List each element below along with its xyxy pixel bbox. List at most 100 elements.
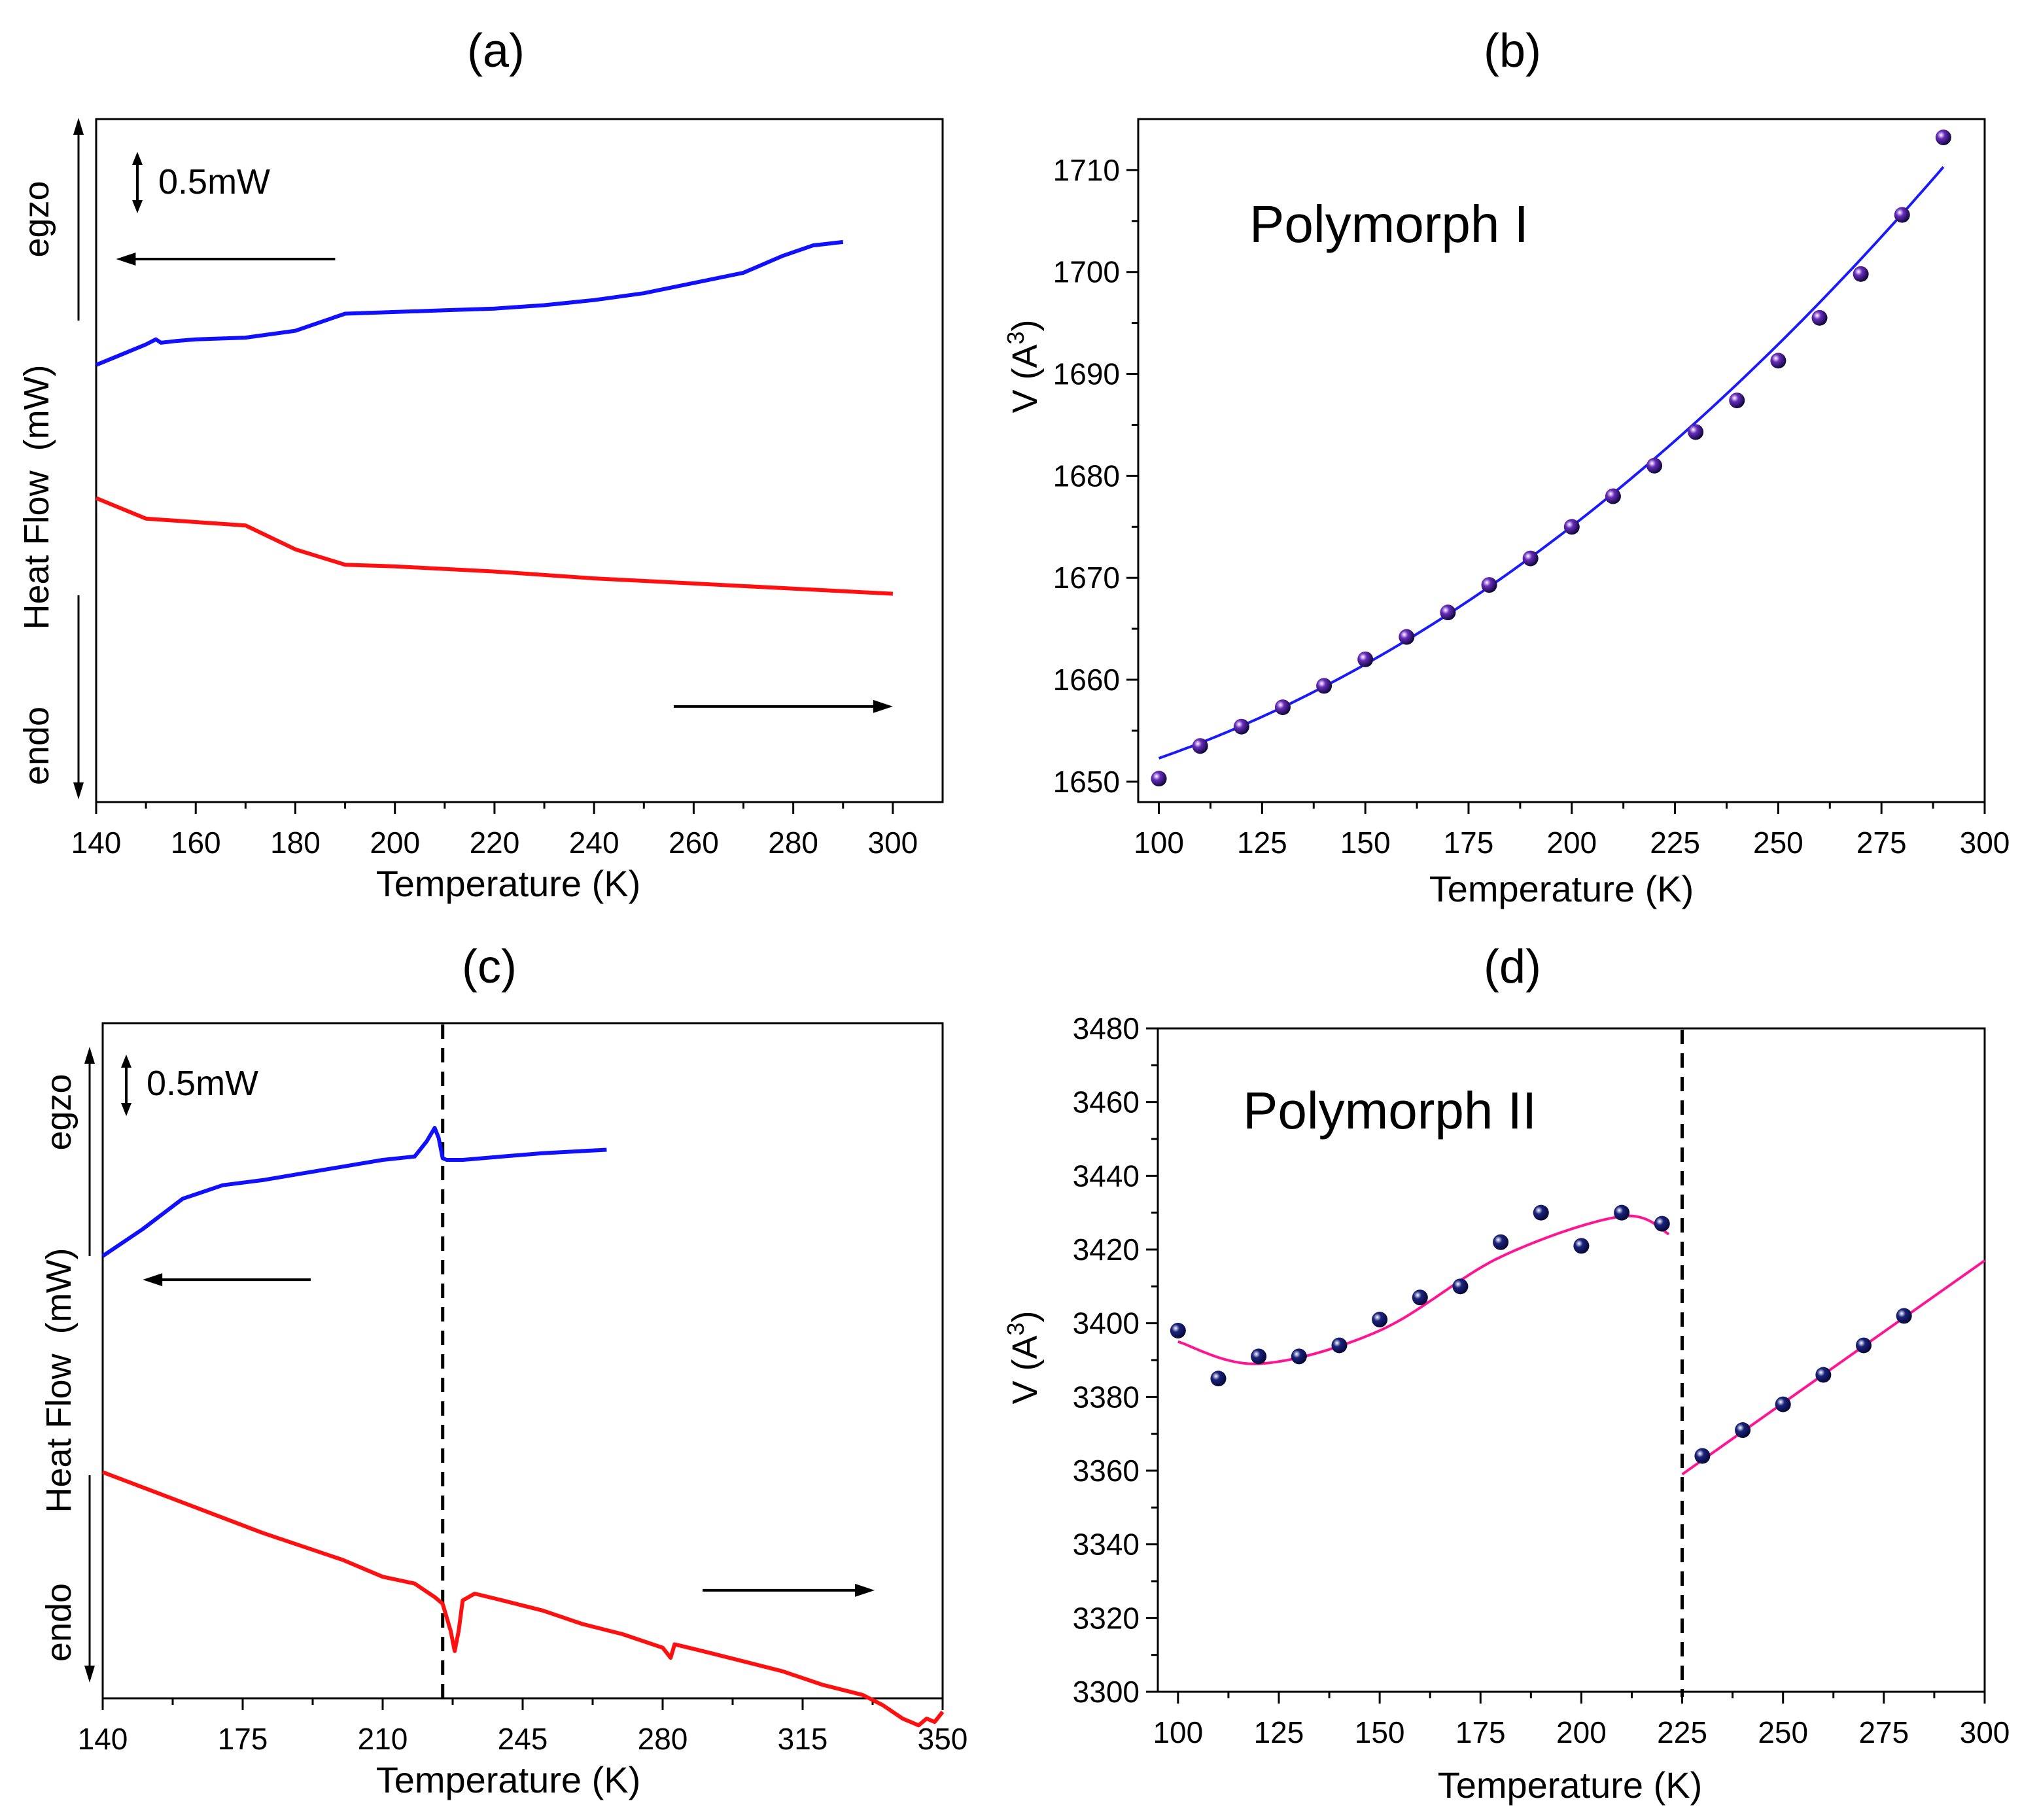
panel-d-ylabel-main: V (A: [1005, 1335, 1045, 1404]
x-tick-label: 250: [1753, 826, 1803, 860]
y-tick-label: 1690: [1053, 357, 1120, 391]
data-point: [1291, 1348, 1307, 1365]
panel-b-ylabel-main: V (A: [1005, 344, 1045, 413]
y-tick-label: 3360: [1073, 1454, 1140, 1488]
y-tick-label: 1650: [1053, 765, 1120, 799]
panel-d-ylabel: V (A3): [1002, 1310, 1045, 1404]
x-tick-label: 150: [1340, 826, 1391, 860]
y-tick-label: 3340: [1073, 1528, 1140, 1562]
panel-c-plot-frame: [101, 1022, 944, 1700]
y-tick-label: 1670: [1053, 561, 1120, 595]
x-tick-label: 125: [1237, 826, 1287, 860]
data-point: [1452, 1278, 1469, 1295]
data-point: [1646, 457, 1663, 474]
x-tick-label: 100: [1153, 1715, 1203, 1749]
data-point: [1331, 1337, 1348, 1354]
panel-a-plot-frame: [95, 118, 944, 803]
panel-d-fit-line-high: [1681, 1259, 1986, 1476]
panel-c-exo-endo-axis: egzo Heat Flow (mW) endo: [39, 1047, 95, 1683]
x-tick-label: 125: [1254, 1715, 1304, 1749]
y-tick-label: 3420: [1073, 1233, 1140, 1267]
panel-b-xlabel: Temperature (K): [1429, 868, 1694, 909]
data-point: [1735, 1422, 1751, 1439]
y-tick-label: 1660: [1053, 663, 1120, 697]
y-tick-label: 1700: [1053, 255, 1120, 289]
panel-b-data-points: [1151, 130, 1951, 787]
data-point: [1316, 678, 1332, 694]
x-tick-label: 300: [1960, 826, 2010, 860]
panel-c-label: (c): [462, 941, 517, 993]
panel-a-exo-endo-axis: egzo Heat Flow (mW) endo: [17, 118, 84, 799]
data-point: [1233, 718, 1249, 735]
panel-a-series: [95, 239, 894, 596]
endo-arrowhead-icon: [73, 782, 84, 799]
y-tick-label: 3400: [1073, 1306, 1140, 1340]
panel-a-scale-bar: 0.5mW: [132, 152, 270, 213]
x-tick-label: 315: [778, 1722, 828, 1756]
panel-a-exo-label: egzo: [17, 181, 56, 257]
y-tick-label: 1680: [1053, 459, 1120, 493]
data-point: [1896, 1308, 1912, 1324]
x-tick-label: 280: [768, 826, 818, 860]
x-tick-label: 275: [1858, 1715, 1909, 1749]
scale-up-arrow-icon: [132, 152, 143, 165]
scale-down-arrow-icon: [132, 200, 143, 213]
data-point: [1533, 1204, 1549, 1221]
direction-arrow-left-head-icon: [143, 1273, 163, 1287]
panel-c-xlabel: Temperature (K): [376, 1759, 641, 1800]
panel-a-xlabel: Temperature (K): [376, 863, 641, 904]
data-point: [1573, 1238, 1590, 1254]
data-point: [1493, 1234, 1509, 1250]
y-tick-label: 3380: [1073, 1380, 1140, 1414]
x-tick-label: 220: [470, 826, 520, 860]
x-tick-label: 240: [569, 826, 619, 860]
scale-up-arrow-icon: [121, 1055, 131, 1068]
series-heating: [95, 496, 894, 596]
x-tick-label: 140: [71, 826, 122, 860]
exo-arrowhead-icon: [73, 118, 84, 135]
x-tick-label: 150: [1355, 1715, 1405, 1749]
data-point: [1440, 604, 1456, 621]
panel-d-label: (d): [1484, 941, 1541, 993]
panel-a-scale-label: 0.5mW: [158, 162, 270, 201]
panel-c-direction-arrows: [143, 1273, 875, 1597]
panel-d-ylabel-end: ): [1005, 1310, 1045, 1322]
x-tick-label: 225: [1650, 826, 1700, 860]
scale-down-arrow-icon: [121, 1103, 131, 1116]
x-tick-label: 350: [918, 1722, 968, 1756]
series-cooling: [101, 1126, 607, 1258]
direction-arrow-right-head-icon: [855, 1583, 875, 1597]
data-point: [1894, 207, 1910, 223]
x-tick-label: 175: [1455, 1715, 1506, 1749]
panel-b-ylabel-sup: 3: [1002, 331, 1029, 344]
panel-c-series: [101, 1126, 945, 1728]
panel-b-y-ticks: 1650 1660 1670 1680 1690 1700 1710: [1053, 153, 1138, 799]
y-tick-label: 3300: [1073, 1675, 1140, 1709]
direction-arrow-right-head-icon: [873, 699, 893, 713]
panel-d-annotation: Polymorph II: [1243, 1081, 1537, 1140]
data-point: [1372, 1312, 1388, 1328]
panel-a-ylabel: Heat Flow (mW): [17, 365, 56, 630]
panel-d: (d) 330033203340336033803400342034403460…: [1002, 941, 2010, 1806]
data-point: [1563, 519, 1580, 535]
y-tick-label: 3440: [1073, 1159, 1140, 1193]
x-tick-label: 175: [218, 1722, 268, 1756]
exo-arrowhead-icon: [84, 1047, 95, 1064]
x-tick-label: 200: [1556, 1715, 1607, 1749]
panel-a-endo-label: endo: [17, 707, 56, 785]
x-tick-label: 300: [1960, 1715, 2010, 1749]
panel-b-x-ticks: 100 125 150 175 200 225 250 275 300: [1134, 802, 2010, 860]
series-heating: [101, 1470, 945, 1728]
panel-d-x-ticks: 100 125 150 175 200 225 250 275 300: [1153, 1692, 2010, 1749]
panel-a-label: (a): [467, 25, 525, 77]
data-point: [1210, 1371, 1227, 1387]
data-point: [1815, 1367, 1832, 1383]
panel-c: (c) 140 175 210 245 280 315 350 egzo Heat Flow…: [39, 941, 967, 1800]
x-tick-label: 260: [669, 826, 719, 860]
data-point: [1694, 1448, 1711, 1464]
data-point: [1274, 699, 1291, 716]
data-point: [1614, 1204, 1630, 1221]
x-tick-label: 245: [498, 1722, 548, 1756]
